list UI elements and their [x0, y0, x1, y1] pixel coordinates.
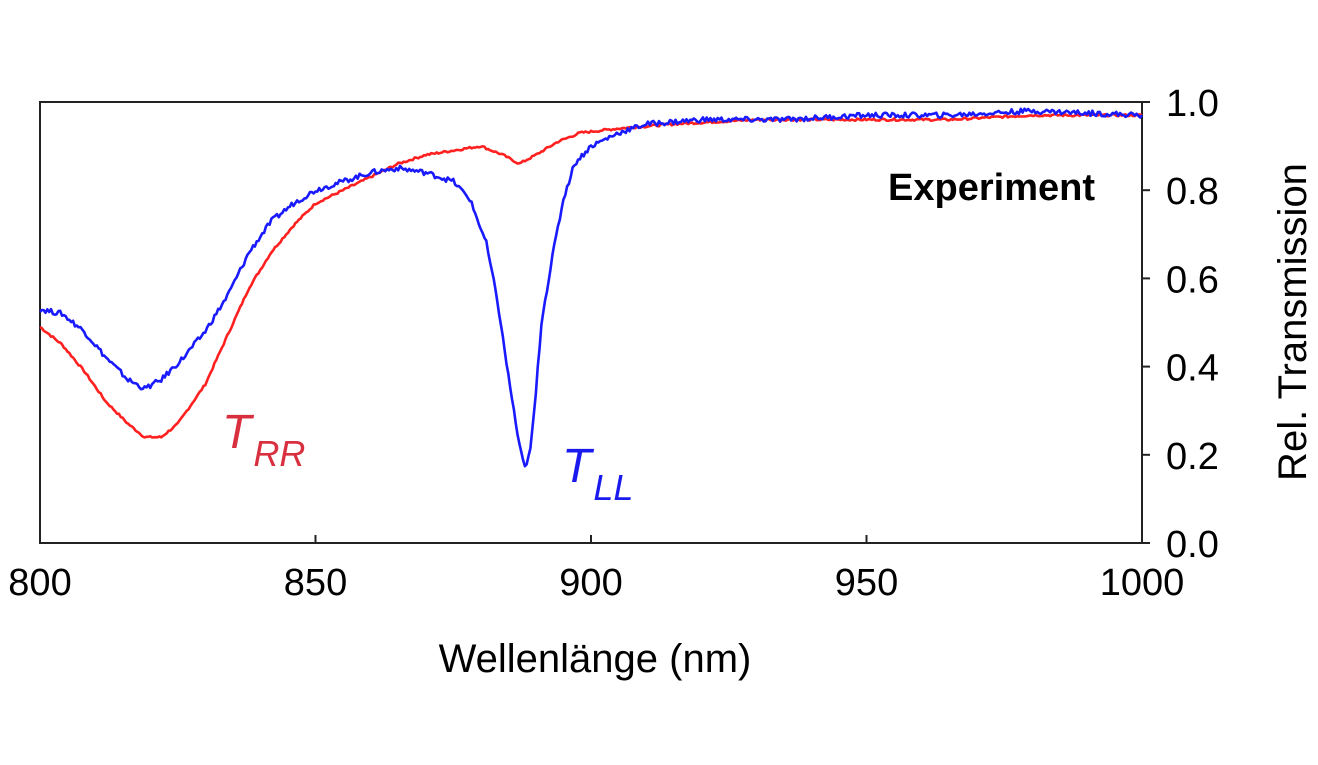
series-labels: TRR TLL [222, 406, 633, 508]
x-axis-title: Wellenlänge (nm) [439, 637, 752, 681]
series-line-ll [39, 107, 1144, 468]
y-tick-label: 0.4 [1166, 348, 1219, 390]
y-tick-label: 0.6 [1166, 259, 1219, 301]
x-tick-label: 950 [835, 562, 898, 604]
y-axis-title: Rel. Transmission [1271, 163, 1315, 481]
series-label-ll: TLL [562, 440, 633, 508]
y-tick-label: 0.0 [1166, 524, 1219, 566]
y-tick-label: 0.2 [1166, 436, 1219, 478]
series-layer [39, 107, 1144, 468]
x-tick-label: 800 [8, 562, 71, 604]
y-tick-label: 0.8 [1166, 171, 1219, 213]
y-tick-label: 1.0 [1166, 83, 1219, 125]
experiment-annotation: Experiment [888, 167, 1095, 209]
series-line-rr [39, 112, 1143, 439]
series-label-rr: TRR [222, 406, 305, 474]
y-axis-ticks: 0.0 0.2 0.4 0.6 0.8 1.0 [1142, 83, 1219, 566]
x-tick-label: 900 [559, 562, 622, 604]
x-tick-label: 1000 [1100, 562, 1185, 604]
x-tick-label: 850 [284, 562, 347, 604]
x-axis-ticks: 800 850 900 950 1000 [8, 535, 1184, 604]
